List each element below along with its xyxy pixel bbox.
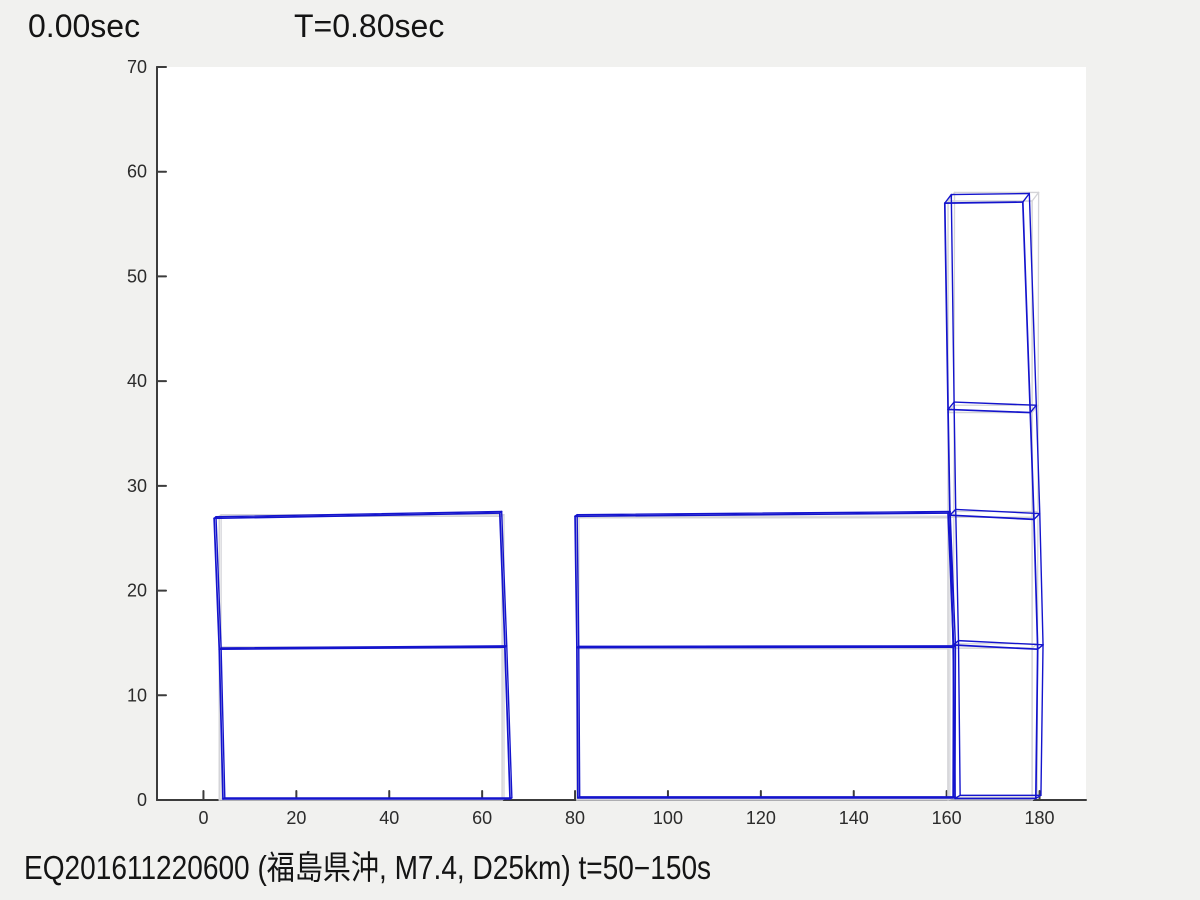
wireframe-segment (218, 648, 224, 800)
wireframe-segment (943, 202, 949, 411)
plot-area (157, 67, 1086, 800)
wireframe-segment (574, 512, 949, 518)
wireframe-segment (947, 401, 955, 411)
time-label: 0.00sec (28, 8, 141, 44)
wireframe-segment (1029, 411, 1035, 521)
building-low-rise-middle-deformed (574, 510, 957, 799)
wireframe-segment (218, 646, 506, 651)
y-tick-label: 0 (137, 790, 147, 810)
wireframe-segment (952, 644, 956, 800)
y-tick-label: 60 (127, 162, 147, 182)
wireframe-segment (578, 645, 957, 648)
x-tick-label: 60 (472, 808, 492, 828)
wireframe-segment (574, 515, 578, 649)
wireframe-segment (220, 645, 508, 649)
wireframe-segment (576, 510, 951, 516)
x-tick-label: 20 (286, 808, 306, 828)
wireframe-segment (498, 512, 506, 648)
period-label: T=0.80sec (294, 8, 445, 44)
wireframe-segment (1034, 648, 1039, 800)
x-tick-label: 160 (932, 808, 962, 828)
x-tick-label: 100 (653, 808, 683, 828)
wireframe-segment (220, 647, 226, 799)
y-tick-label: 20 (127, 581, 147, 601)
wireframe-segment (576, 513, 580, 648)
wireframe-segment (1033, 512, 1041, 521)
wireframe-segment (213, 512, 501, 520)
x-tick-label: 140 (839, 808, 869, 828)
x-tick-label: 40 (379, 808, 399, 828)
wireframe-segment (949, 514, 955, 646)
wireframe-segment (953, 401, 957, 511)
wireframe-segment (1021, 201, 1032, 414)
wireframe-segment (578, 645, 581, 798)
wireframe-segment (944, 193, 952, 204)
building-tower-right-deformed (943, 192, 1044, 800)
x-tick-label: 0 (198, 808, 208, 828)
caption: EQ201611220600 (福島県沖, M7.4, D25km) t=50−… (24, 841, 832, 889)
y-tick-label: 50 (127, 266, 147, 286)
wireframe-segment (500, 510, 508, 647)
wireframe-segment (953, 401, 1037, 406)
wireframe-segment (955, 508, 1041, 515)
x-tick-label: 80 (565, 808, 585, 828)
wireframe-segment (947, 408, 951, 517)
wireframe-segment (950, 192, 1031, 196)
y-tick-label: 70 (127, 57, 147, 77)
wireframe-segment (957, 639, 1044, 646)
wireframe-segment (947, 408, 1032, 414)
wireframe-segment (952, 644, 1039, 651)
wireframe-segment (506, 645, 513, 799)
caption-text: EQ201611220600 (福島県沖, M7.4, D25km) t=50−… (24, 849, 712, 886)
axes: 0 20 40 60 80 100 120 140 160 180 0 10 20 30 40 50 60 70 (127, 57, 1087, 828)
wireframe-segment (576, 646, 579, 799)
wireframe-segment (1036, 644, 1044, 650)
wireframe-segment (1035, 404, 1041, 515)
wireframe-segment (1029, 404, 1037, 414)
wireframe-segment (215, 510, 503, 518)
y-tick-label: 10 (127, 685, 147, 705)
wireframe-segment (957, 639, 961, 796)
wireframe-segment (1040, 644, 1044, 796)
wireframe-segment (215, 516, 222, 649)
wireframe-segment (1022, 192, 1031, 203)
wireframe-segment (576, 646, 955, 649)
wireframe-segment (1039, 512, 1044, 646)
x-tick-label: 120 (746, 808, 776, 828)
building-low-rise-left-reference (218, 514, 505, 801)
wireframe-segment (949, 508, 957, 516)
wireframe-segment (943, 201, 1024, 204)
building-low-rise-left-deformed (213, 510, 513, 800)
y-tick-label: 40 (127, 371, 147, 391)
wireframe-segment (1033, 518, 1039, 651)
building-low-rise-middle-reference (576, 515, 951, 801)
wireframe-segment (1031, 191, 1040, 202)
y-tick-label: 30 (127, 476, 147, 496)
wireframe-segment (213, 517, 221, 651)
wireframe-segment (955, 508, 960, 642)
wireframe-segment (504, 646, 511, 800)
wireframe-segment (1031, 404, 1039, 414)
wireframe-segment (949, 514, 1035, 521)
x-tick-label: 180 (1025, 808, 1055, 828)
wireframe-segment (950, 193, 955, 403)
wireframe-segment (1028, 192, 1037, 406)
